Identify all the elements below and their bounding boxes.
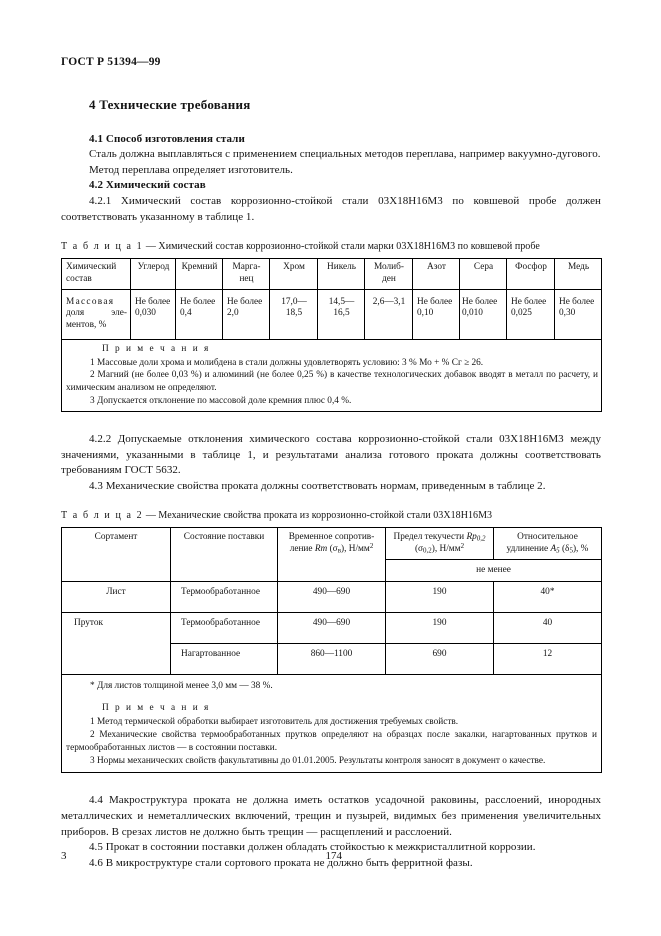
heading-4-2: 4.2 Химический состав (89, 179, 206, 192)
paragraph-4-1-a: Сталь должна выплавляться с применением … (89, 148, 601, 161)
table-1-cell-molybdenum: 2,6—3,1 (364, 288, 413, 340)
paragraph-4-2-1: 4.2.1 Химический состав коррозионно-стой… (61, 195, 601, 223)
page-title: 4 Технические требования (89, 96, 251, 112)
table-1-note: 3 Допускается отклонение по массовой дол… (90, 396, 352, 407)
paragraph-4-5: 4.5 Прокат в состоянии поставки должен о… (89, 841, 536, 854)
table-2-header-line: Предел текучести (393, 532, 467, 543)
table-row: Пруток Термообработанное 490—690 190 40 (61, 612, 602, 676)
table-2-header-sortament: Сортамент (61, 527, 171, 583)
table-2-notes-row: * Для листов толщиной менее 3,0 мм — 38 … (61, 674, 602, 774)
table-1-cell-copper: Не более 0,30 (554, 288, 602, 340)
table-2-caption: Т а б л и ц а 2 — Механические свойства … (61, 509, 601, 522)
table-1-header-cell: Кремний (175, 258, 223, 290)
table-2-cell-yield: 190 (385, 581, 494, 614)
table-1-caption-label: Т а б л и ц а 1 (61, 241, 144, 253)
table-2-cell-state: Нагартованное (170, 643, 278, 676)
table-2-notes: * Для листов толщиной менее 3,0 мм — 38 … (61, 674, 602, 774)
footer-page-left: 3 (61, 850, 67, 862)
table-1-cell-phosphorus: Не более 0,025 (506, 288, 555, 340)
table-2-cell-state: Термообработанное (170, 581, 278, 614)
table-2-header-elongation: Относительное удлинение A5 (δ5), % (493, 527, 602, 560)
page-content: ГОСТ Р 51394—99 4 Технические требования… (61, 56, 602, 871)
table-2-header-yield-strength: Предел текучести Rp0,2 (σ0,2), Н/мм2 (385, 527, 494, 560)
table-2-footnote: * Для листов толщиной менее 3,0 мм — 38 … (90, 681, 273, 692)
table-2-cell-sortament: Лист (61, 581, 171, 614)
table-1-header-cell: Молиб-ден (364, 258, 413, 290)
running-head: ГОСТ Р 51394—99 (61, 56, 161, 68)
table-1-header-cell: Фосфор (506, 258, 555, 290)
paragraph-4-4: 4.4 Макроструктура проката не должна име… (61, 794, 601, 838)
table-1-cell-silicon: Не более 0,4 (175, 288, 223, 340)
table-1-note: 2 Магний (не более 0,03 %) и алюминий (н… (66, 370, 598, 394)
table-1-header-cell: Никель (317, 258, 365, 290)
table-1-notes: П р и м е ч а н и я 1 Массовые доли хром… (61, 338, 602, 412)
table-1-header-cell: Сера (459, 258, 507, 290)
page-footer: 3 174 (61, 850, 601, 862)
table-2-header-delivery-state: Состояние поставки (170, 527, 278, 583)
table-1-header-cell: Азот (412, 258, 460, 290)
table-1-cell-chromium: 17,0— 18,5 (269, 288, 318, 340)
table-1-header-cell: Химический состав (61, 258, 131, 290)
heading-4-1: 4.1 Способ изготовления стали (89, 132, 245, 145)
table-2-header-line: Временное сопротив- (288, 532, 375, 543)
table-1-header-cell: Углерод (130, 258, 176, 290)
table-row: Лист Термообработанное 490—690 190 40* (61, 581, 602, 614)
table-1-caption-text: — Химический состав коррозионно-стойкой … (143, 241, 540, 253)
table-2-note: 2 Механические свойства термообработанны… (66, 729, 597, 753)
table-1-data-row: Массовая доля эле- ментов, % Не более 0,0… (61, 288, 602, 340)
table-2-header-row: Сортамент Состояние поставки Временное с… (61, 527, 602, 583)
symbol-a5: A5 (550, 544, 560, 555)
paragraph-4-6: 4.6 В микроструктуре стали сортового про… (89, 856, 473, 869)
table-1-header-cell: Марга-нец (222, 258, 270, 290)
table-2-cell-tensile: 490—690 (277, 581, 386, 614)
table-2-header-line: ление (289, 544, 315, 555)
table-2-caption-label: Т а б л и ц а 2 (61, 510, 144, 522)
table-2-header-line: удлинение (506, 544, 551, 555)
table-1-notes-title: П р и м е ч а н и я (102, 343, 211, 354)
table-2-cell-yield: 690 (385, 643, 494, 676)
table-1-notes-row: П р и м е ч а н и я 1 Массовые доли хром… (61, 338, 602, 412)
table-2-subheader-ne-menee: не менее (385, 558, 602, 583)
table-1-cell-carbon: Не более 0,030 (130, 288, 176, 340)
table-2-cell-state: Термообработанное (170, 612, 278, 645)
table-2-header-tensile-strength: Временное сопротив- ление Rm (σв), Н/мм2 (277, 527, 386, 583)
table-2-header-line: Относительное (517, 532, 578, 543)
table-1-cell-nickel: 14,5— 16,5 (317, 288, 365, 340)
table-2-cell-elongation: 40 (493, 612, 602, 645)
table-1-header-cell: Хром (269, 258, 318, 290)
table-1-cell-sulfur: Не более 0,010 (459, 288, 507, 340)
table-1-header-row: Химический состав Углерод Кремний Марга-н… (61, 258, 602, 290)
table-1-chemical-composition: Химический состав Углерод Кремний Марга-н… (61, 258, 602, 412)
table-1-row-label: Массовая доля эле- ментов, % (61, 288, 131, 340)
table-2-notes-title: П р и м е ч а н и я (102, 703, 211, 714)
table-1-caption: Т а б л и ц а 1 — Химический состав корр… (61, 240, 601, 253)
paragraph-4-2-2: 4.2.2 Допускаемые отклонения химического… (61, 432, 601, 477)
table-2-cell-yield: 190 (385, 612, 494, 645)
table-2-cell-tensile: 490—690 (277, 612, 386, 645)
symbol-rp: Rp0,2 (466, 532, 486, 543)
table-1-cell-nitrogen: Не более 0,10 (412, 288, 460, 340)
table-1-header-cell: Медь (554, 258, 602, 290)
table-row: Нагартованное 860—1100 690 12 (62, 643, 602, 676)
table-2-note: 3 Нормы механических свойств факультатив… (90, 755, 546, 766)
table-2-mechanical-properties: Сортамент Состояние поставки Временное с… (61, 527, 602, 774)
table-2-cell-sortament: Пруток (61, 612, 171, 676)
table-1-note: 1 Массовые доли хрома и молибдена в стал… (90, 357, 484, 368)
table-2-note: 1 Метод термической обработки выбирает и… (90, 717, 459, 728)
table-2-caption-text: — Механические свойства проката из корро… (143, 510, 493, 522)
paragraph-4-3: 4.3 Механические свойства проката должны… (89, 479, 546, 492)
table-2-cell-elongation: 40* (493, 581, 602, 614)
table-2-cell-tensile: 860—1100 (277, 643, 386, 676)
footer-page-center: 174 (325, 850, 343, 862)
paragraph-4-1-b: Метод переплава определяет изготовитель. (89, 163, 293, 176)
table-1-cell-manganese: Не более 2,0 (222, 288, 270, 340)
table-2-cell-elongation: 12 (493, 643, 602, 676)
symbol-rm: Rm (314, 544, 328, 555)
